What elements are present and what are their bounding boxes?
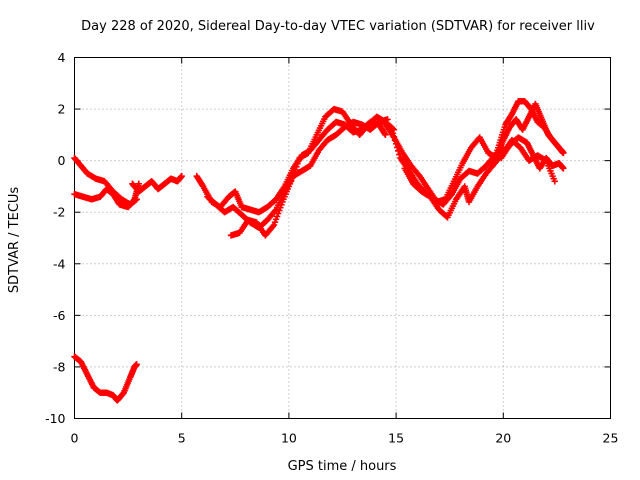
axis-ticks: 0 5 10 15 20 25 -10 -8 -6 -4 -2 0 2 4 [45, 50, 618, 446]
x-tick-label: 10 [281, 431, 297, 446]
y-tick-label: -4 [53, 256, 66, 271]
data-point [560, 165, 567, 172]
series-track-g [227, 105, 398, 239]
x-tick-label: 5 [178, 431, 186, 446]
data-point [381, 130, 388, 137]
data-point [390, 133, 398, 140]
x-tick-label: 20 [495, 431, 511, 446]
x-tick-label: 0 [71, 431, 79, 446]
data-points [71, 98, 567, 404]
y-tick-label: -6 [53, 308, 66, 323]
data-point [447, 192, 454, 199]
data-point [269, 223, 277, 230]
plot-frame [74, 57, 611, 419]
data-point [135, 180, 143, 188]
series-track-m [497, 134, 567, 172]
series-track-b [71, 180, 143, 211]
data-point [178, 172, 185, 180]
data-point [393, 144, 401, 151]
y-axis-label: SDTVAR / TECUs [7, 187, 22, 294]
y-tick-label: -8 [53, 359, 66, 374]
series-track-h [382, 121, 501, 206]
chart-title: Day 228 of 2020, Sidereal Day-to-day VTE… [81, 19, 595, 34]
x-axis-label: GPS time / hours [288, 459, 397, 474]
data-point [395, 147, 402, 155]
x-tick-label: 15 [388, 431, 404, 446]
data-point [389, 130, 397, 137]
data-point [396, 151, 403, 158]
data-point [551, 178, 558, 185]
y-tick-label: 2 [58, 102, 66, 117]
y-tick-label: -2 [53, 205, 65, 220]
data-point [388, 126, 396, 133]
data-point [133, 361, 140, 368]
y-tick-label: 4 [58, 50, 66, 65]
data-point [199, 181, 206, 189]
data-point [560, 149, 567, 157]
x-tick-label: 25 [603, 431, 619, 446]
y-tick-label: 0 [58, 153, 66, 168]
data-point [391, 137, 399, 144]
y-tick-label: -10 [45, 411, 65, 426]
series-track-d [71, 353, 140, 404]
series-track-l [493, 100, 567, 159]
series-track-j [401, 136, 558, 221]
data-point [382, 131, 389, 139]
data-point [392, 140, 400, 148]
series-track-a [71, 154, 140, 208]
series-track-c [129, 172, 185, 195]
